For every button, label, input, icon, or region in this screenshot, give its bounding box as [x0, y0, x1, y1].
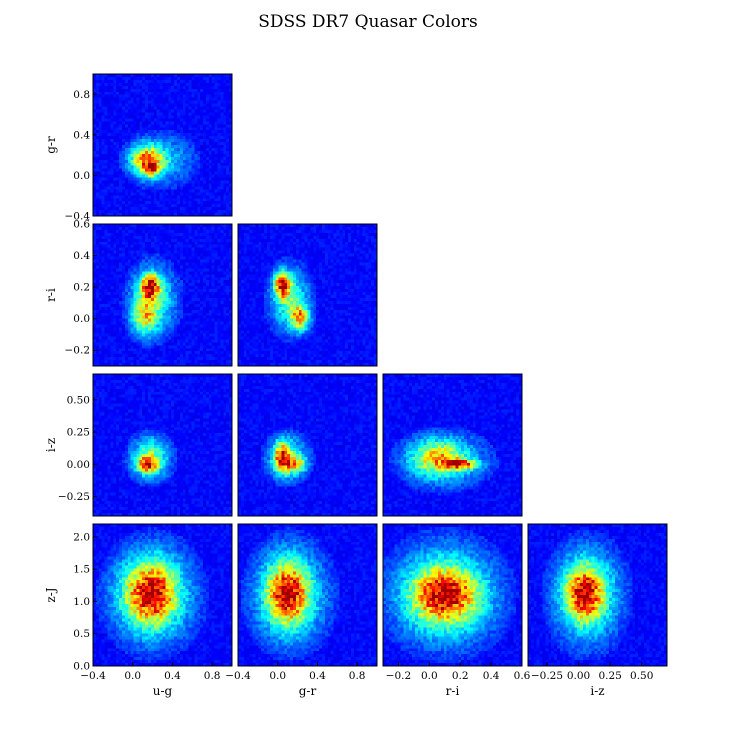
panel-g-r-vs-i-z: [237, 373, 378, 517]
x-tick-label: −0.4: [80, 670, 106, 682]
y-axis-label: g-r: [44, 136, 58, 154]
heatmap-g-r-vs-i-z: [238, 374, 377, 516]
y-tick-label: 0.00: [67, 459, 90, 471]
x-tick-label: 0.2: [452, 670, 469, 682]
panel-r-i-vs-i-z: [382, 373, 523, 517]
x-tick-label: 0.4: [309, 670, 326, 682]
chart-title: SDSS DR7 Quasar Colors: [258, 12, 478, 32]
y-tick-label: 1.5: [73, 564, 90, 576]
y-tick-label: 0.8: [73, 89, 90, 101]
y-tick-label: 0.0: [73, 661, 90, 673]
panel-u-g-vs-g-r: −0.4 0.0 0.4 0.8 g-r: [44, 73, 233, 223]
panel-u-g-vs-i-z: −0.25 0.00 0.25 0.50 i-z: [44, 373, 233, 517]
panel-frame: [382, 523, 523, 667]
x-tick-label: 0.4: [483, 670, 500, 682]
x-tick-label: 0.50: [630, 670, 653, 682]
y-tick-label: 0.6: [73, 219, 90, 231]
x-tick-label: 0.0: [421, 670, 438, 682]
y-tick-label: 0.0: [73, 313, 90, 325]
panel-frame: [237, 373, 378, 517]
panel-g-r-vs-r-i: [237, 223, 378, 367]
x-axis-label: r-i: [446, 684, 460, 698]
x-tick-label: 0.00: [567, 670, 590, 682]
x-tick-label: −0.4: [225, 670, 251, 682]
x-axis-label: u-g: [153, 684, 173, 698]
x-tick-label: −0.2: [386, 670, 412, 682]
heatmap-r-i-vs-i-z: [383, 374, 522, 516]
panel-r-i-vs-z-J: −0.2 0.0 0.2 0.4 0.6 r-i: [382, 523, 531, 698]
panel-i-z-vs-z-J: −0.25 0.00 0.25 0.50 i-z: [527, 523, 668, 698]
heatmap-i-z-vs-z-J: [528, 524, 667, 666]
x-tick-label: 0.8: [204, 670, 221, 682]
x-tick-label: 0.8: [349, 670, 366, 682]
x-tick-label: 0.4: [164, 670, 181, 682]
y-tick-label: 0.2: [73, 282, 90, 294]
panel-frame: [237, 223, 378, 367]
panel-frame: [92, 373, 233, 517]
panel-u-g-vs-r-i: −0.2 0.0 0.2 0.4 0.6 r-i: [44, 219, 233, 367]
x-tick-label: 0.6: [514, 670, 531, 682]
panel-frame: [92, 523, 233, 667]
panel-frame: [92, 73, 233, 217]
heatmap-g-r-vs-z-J: [238, 524, 377, 666]
x-tick-label: 0.0: [269, 670, 286, 682]
x-tick-label: −0.25: [531, 670, 563, 682]
heatmap-g-r-vs-r-i: [238, 224, 377, 366]
y-tick-label: 0.50: [67, 394, 90, 406]
x-tick-label: 0.0: [124, 670, 141, 682]
heatmap-u-g-vs-g-r: [93, 74, 232, 216]
heatmap-r-i-vs-z-J: [383, 524, 522, 666]
heatmap-u-g-vs-i-z: [93, 374, 232, 516]
x-axis-label: i-z: [590, 684, 604, 698]
panel-frame: [382, 373, 523, 517]
panel-frame: [92, 223, 233, 367]
y-axis-label: z-J: [44, 587, 58, 602]
heatmap-u-g-vs-r-i: [93, 224, 232, 366]
y-tick-label: 1.0: [73, 596, 90, 608]
y-tick-label: −0.25: [58, 491, 90, 503]
heatmap-u-g-vs-z-J: [93, 524, 232, 666]
y-tick-label: −0.2: [65, 345, 91, 357]
y-axis-label: r-i: [44, 288, 58, 302]
y-tick-label: 0.4: [73, 250, 90, 262]
y-tick-label: 0.25: [67, 427, 90, 439]
y-tick-label: 0.4: [73, 129, 90, 141]
y-tick-label: 2.0: [73, 531, 90, 543]
y-tick-label: 0.0: [73, 170, 90, 182]
panel-frame: [527, 523, 668, 667]
y-tick-label: 0.5: [73, 628, 90, 640]
x-tick-label: 0.25: [598, 670, 621, 682]
panel-grid: −0.40.00.40.8g-r−0.20.00.20.40.6r-i−0.25…: [44, 73, 668, 698]
panel-frame: [237, 523, 378, 667]
y-tick-label: −0.4: [65, 211, 91, 223]
y-axis-label: i-z: [44, 438, 58, 452]
panel-u-g-vs-z-J: 0.00.51.01.52.0z-J−0.4 0.0 0.4 0.8u-g: [44, 523, 233, 698]
panel-g-r-vs-z-J: −0.4 0.0 0.4 0.8 g-r: [225, 523, 378, 698]
x-axis-label: g-r: [299, 684, 317, 698]
